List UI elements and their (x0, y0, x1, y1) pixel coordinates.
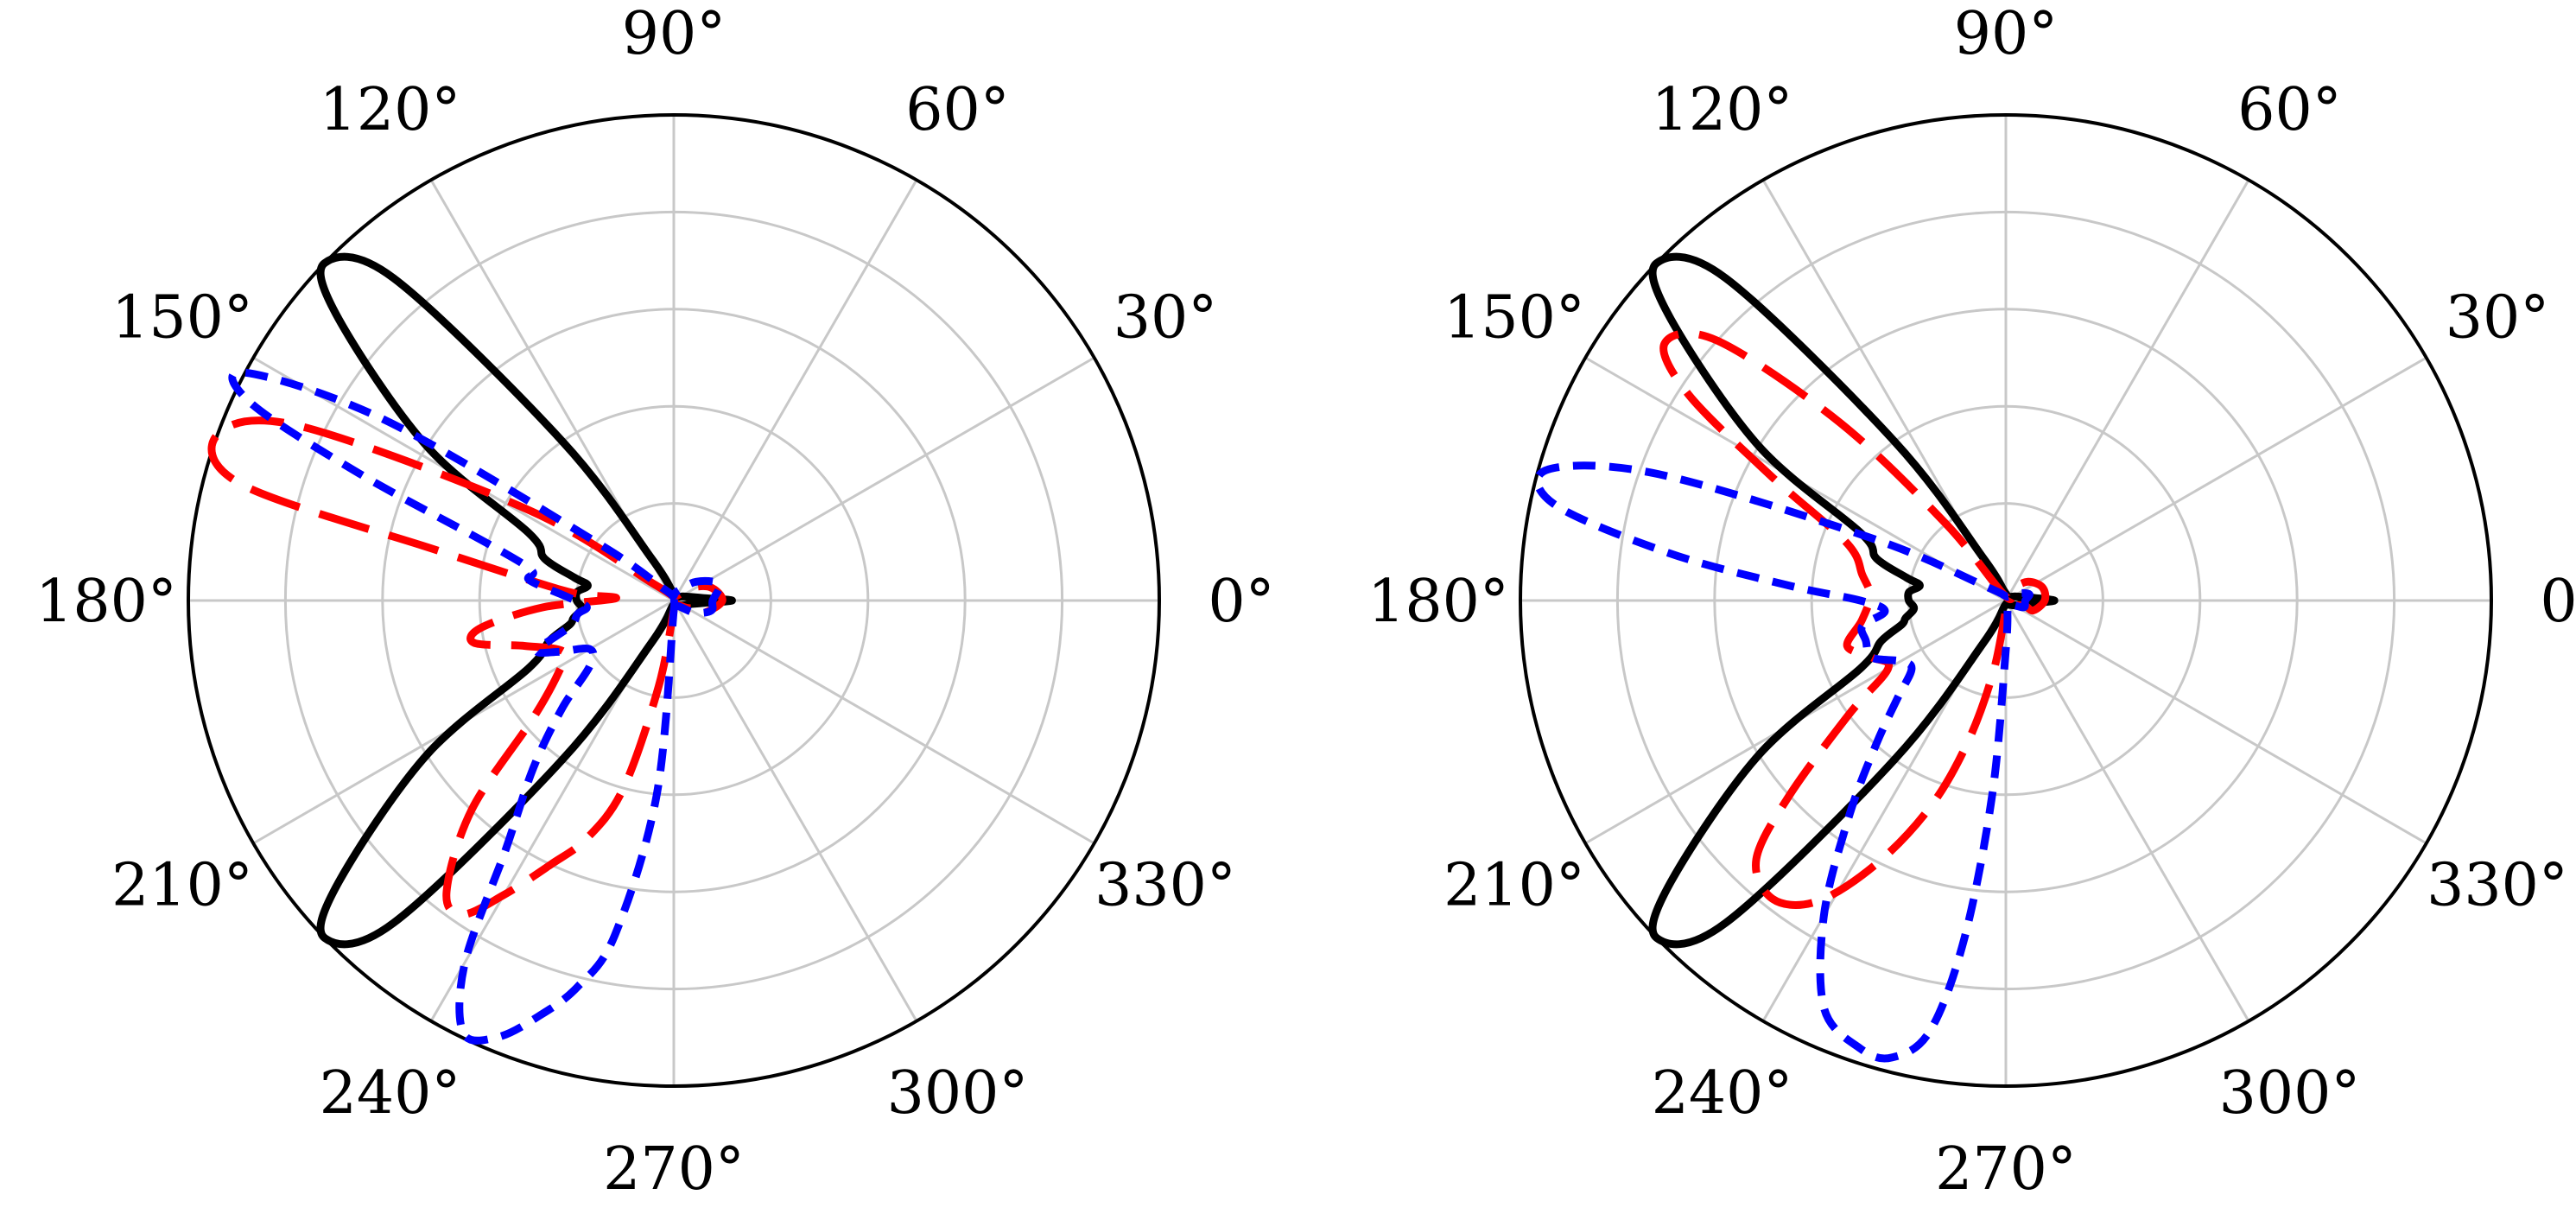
angle-tick-label-left-60: 60° (905, 76, 1010, 144)
angle-tick-label-right-240: 240° (1652, 1059, 1793, 1128)
angle-tick-label-left-210: 210° (111, 852, 253, 920)
polar-outer-ring-right (1519, 113, 2493, 1088)
angle-tick-label-right-210: 210° (1443, 852, 1585, 920)
angle-tick-label-right-270: 270° (1935, 1135, 2077, 1204)
angle-tick-label-right-0: 0° (2540, 568, 2576, 636)
angular-gridline-left-60 (672, 179, 918, 601)
angle-tick-label-left-180: 180° (35, 568, 177, 636)
polar-outer-ring-left (187, 113, 1161, 1088)
angle-tick-label-left-270: 270° (603, 1135, 745, 1204)
angle-tick-label-right-60: 60° (2237, 76, 2342, 144)
angular-gridline-left-330 (673, 599, 1095, 845)
polar-panel-right: 0° 30° 60° 90° 120° 150° 180° 210° 240° 270° 300° 3… (1367, 0, 2576, 1204)
angular-gridline-right-60 (2004, 179, 2250, 601)
angle-tick-label-right-330: 330° (2427, 852, 2568, 920)
angle-tick-label-right-300: 300° (2219, 1059, 2361, 1128)
angle-tick-label-left-90: 90° (622, 0, 726, 68)
polar-panel-left: 0° 30° 60° 90° 120° 150° 180° 210° 240° 270° 300° 3… (35, 0, 1275, 1204)
angle-tick-label-right-120: 120° (1652, 76, 1793, 144)
angle-tick-label-left-120: 120° (320, 76, 461, 144)
angle-tick-label-left-0: 0° (1208, 568, 1274, 636)
angle-tick-label-left-150: 150° (111, 284, 253, 353)
series-curve-left-1 (207, 416, 726, 918)
angle-tick-label-right-90: 90° (1954, 0, 2059, 68)
angle-tick-label-left-330: 330° (1094, 852, 1236, 920)
angle-tick-label-right-150: 150° (1443, 284, 1585, 353)
angle-tick-label-left-30: 30° (1114, 284, 1218, 353)
angular-gridline-right-300 (2004, 600, 2250, 1022)
angular-gridline-right-330 (2005, 599, 2427, 845)
series-curve-left-2 (228, 368, 724, 1045)
angle-tick-label-right-30: 30° (2446, 284, 2550, 353)
angular-gridline-left-30 (673, 356, 1095, 602)
series-curve-right-1 (1659, 329, 2050, 909)
angular-gridline-right-30 (2005, 356, 2427, 602)
angle-tick-label-left-240: 240° (320, 1059, 461, 1128)
angle-tick-label-right-180: 180° (1367, 568, 1509, 636)
series-curve-right-2 (1533, 461, 2034, 1063)
angle-tick-label-left-300: 300° (887, 1059, 1029, 1128)
angular-gridline-left-300 (672, 600, 918, 1022)
